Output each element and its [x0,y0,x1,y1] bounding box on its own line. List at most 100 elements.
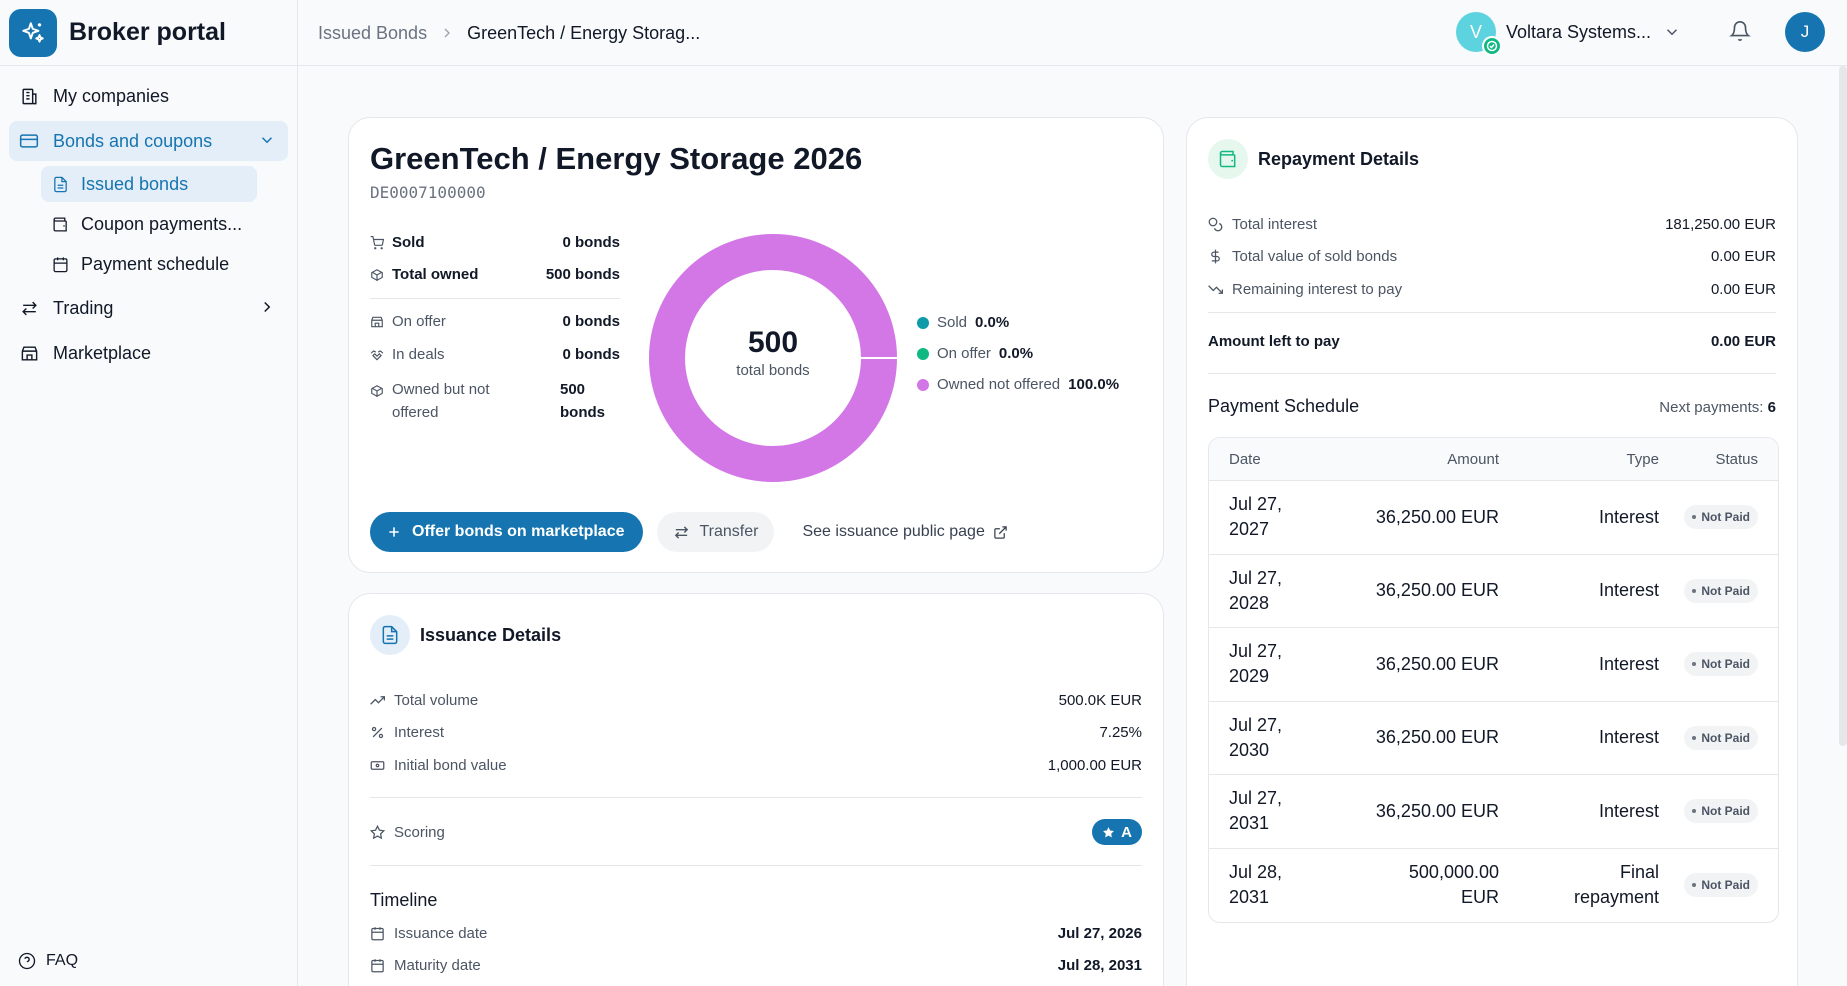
date-line-2: 2030 [1229,739,1270,760]
type-line-1: Interest [1598,580,1659,601]
stat-value: 500 bonds [560,381,605,421]
cell-type: Interest [1499,652,1659,677]
cell-date: Jul 27, 2027 [1209,492,1319,542]
next-payments-count: 6 [1767,399,1776,416]
calendar-icon [51,255,69,273]
faq-link[interactable]: FAQ [18,952,78,970]
kv-value: Jul 27, 2026 [1057,925,1142,942]
stat-label: Total owned [392,266,479,283]
company-avatar: V [1456,12,1502,56]
banknote-icon [370,758,386,773]
kv-label: Total volume [394,692,479,709]
kv-value: Jul 28, 2031 [1057,957,1142,974]
amount-line-1: 36,250.00 EUR [1375,727,1499,748]
type-line-1: Interest [1598,800,1659,821]
kv-label: Maturity date [394,957,481,974]
sidebar-subitem-payment-schedule[interactable]: Payment schedule [41,246,257,282]
building-icon [19,86,39,106]
chevron-right-icon[interactable] [258,298,276,321]
repayment-header: Repayment Details [1208,139,1419,179]
cell-type: Interest [1499,578,1659,603]
transfer-button[interactable]: Transfer [656,512,775,552]
type-line-1: Final [1619,862,1659,883]
issuance-scoring: Scoring A [370,819,1142,845]
sidebar-item-label: My companies [53,85,170,106]
kv-label: Total value of sold bonds [1232,248,1398,265]
sidebar-item-marketplace[interactable]: Marketplace [9,333,288,373]
col-amount: Amount [1447,450,1499,468]
type-line-1: Interest [1598,653,1659,674]
status-badge: Not Paid [1684,505,1758,530]
table-row: Jul 28, 2031 500,000.00 EUR Final repayment No… [1209,849,1778,923]
sidebar-item-trading[interactable]: Trading [9,288,288,328]
stat-in-deals: In deals 0 bonds [370,346,620,378]
sidebar-item-bonds-and-coupons[interactable]: Bonds and coupons [9,121,288,161]
handshake-icon [370,348,384,362]
public-page-link[interactable]: See issuance public page [802,523,1007,541]
scoring-badge: A [1092,819,1142,845]
company-switcher[interactable]: V Voltara Systems... [1456,12,1681,56]
cell-amount: 36,250.00 EUR [1319,578,1499,603]
next-payments-label: Next payments: [1659,399,1764,416]
kv-value: 500.0K EUR [1058,692,1142,709]
sidebar-item-my-companies[interactable]: My companies [9,76,288,116]
sidebar-subitem-label: Coupon payments... [81,213,243,234]
legend-value: 0.0% [975,314,1010,331]
status-dot [1692,735,1697,740]
table-row: Jul 27, 2028 36,250.00 EUR Interest Not Paid [1209,555,1778,628]
stat-value: 0 bonds [562,346,620,363]
status-dot [1692,588,1697,593]
breadcrumb-issued-bonds[interactable]: Issued Bonds [318,22,428,43]
table-row: Jul 27, 2027 36,250.00 EUR Interest Not Paid [1209,481,1778,555]
table-row: Jul 27, 2030 36,250.00 EUR Interest Not Paid [1209,702,1778,775]
company-name: Voltara Systems... [1506,21,1652,42]
stat-total-owned: Total owned 500 bonds [370,266,620,288]
plus-icon [386,524,402,540]
star-icon [1102,826,1115,839]
stat-label: On offer [392,313,446,330]
bonds-subnav: Issued bonds Coupon payments... Payment … [9,166,288,282]
date-line-1: Jul 27, [1229,788,1283,809]
col-date: Date [1229,450,1261,468]
document-icon [51,175,69,193]
cart-icon [370,236,384,250]
amount-line-2: EUR [1460,887,1499,908]
kv-label: Interest [394,724,445,741]
amount-line-1: 36,250.00 EUR [1375,653,1499,674]
repayment-details-card: Repayment Details Total interest 181,250… [1186,117,1798,986]
kv-label: Remaining interest to pay [1232,281,1403,298]
coins-icon [1208,217,1224,232]
payment-schedule-title: Payment Schedule [1208,396,1360,416]
user-avatar[interactable]: J [1785,12,1825,52]
issuance-header: Issuance Details [370,615,561,655]
cell-date: Jul 27, 2030 [1209,713,1319,763]
divider [370,865,1142,866]
legend-name: Owned not offered [937,376,1061,393]
credit-card-icon [19,131,39,151]
kv-value: 0.00 EUR [1710,248,1776,265]
document-icon [370,615,410,655]
bell-icon[interactable] [1729,20,1751,42]
page-scrollbar[interactable] [1839,66,1847,746]
kv-label: Issuance date [394,925,488,942]
cube-icon [370,384,384,398]
sidebar-subitem-coupon-payments[interactable]: Coupon payments... [41,206,257,242]
legend-value: 100.0% [1068,376,1120,393]
stat-value: 0 bonds [562,313,620,330]
trending-up-icon [370,693,386,708]
stat-sold: Sold 0 bonds [370,234,620,266]
repayment-total-interest: Total interest 181,250.00 EUR [1208,216,1776,233]
legend-name: Sold [937,314,968,331]
kv-value: 181,250.00 EUR [1665,216,1776,233]
date-line-1: Jul 27, [1229,714,1283,735]
star-outline-icon [370,824,386,840]
table-row: Jul 27, 2029 36,250.00 EUR Interest Not Paid [1209,628,1778,702]
cell-type: Interest [1499,725,1659,750]
offer-bonds-button[interactable]: Offer bonds on marketplace [370,512,643,552]
brand[interactable]: Broker portal [0,0,297,66]
status-label: Not Paid [1701,878,1750,893]
stat-value: 500 bonds [545,266,620,283]
stat-label: Sold [392,234,425,251]
sidebar-subitem-issued-bonds[interactable]: Issued bonds [41,166,257,202]
chevron-down-icon[interactable] [258,131,276,154]
